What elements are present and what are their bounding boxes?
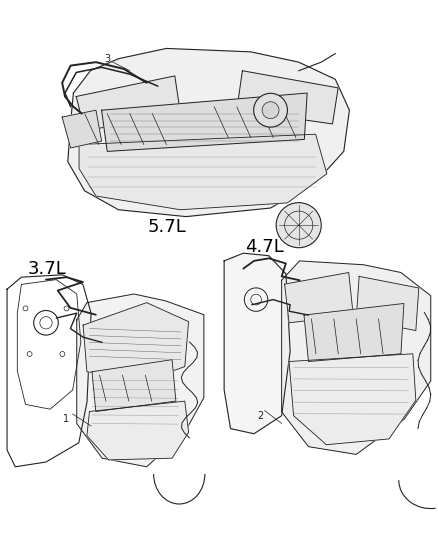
Text: 4.7L: 4.7L xyxy=(245,238,284,256)
Polygon shape xyxy=(68,49,350,216)
Polygon shape xyxy=(285,272,353,323)
Polygon shape xyxy=(76,76,180,131)
Text: 2: 2 xyxy=(257,411,264,421)
Polygon shape xyxy=(289,354,416,445)
Polygon shape xyxy=(83,303,189,381)
Polygon shape xyxy=(356,277,419,330)
Polygon shape xyxy=(87,401,189,460)
Polygon shape xyxy=(77,294,204,467)
Circle shape xyxy=(254,93,287,127)
Circle shape xyxy=(262,102,279,119)
Polygon shape xyxy=(224,253,290,434)
Polygon shape xyxy=(62,110,102,148)
Text: 5.7L: 5.7L xyxy=(148,218,187,236)
Polygon shape xyxy=(92,360,176,411)
Polygon shape xyxy=(102,93,307,151)
Text: 3.7L: 3.7L xyxy=(28,260,67,278)
Polygon shape xyxy=(237,71,338,124)
Polygon shape xyxy=(304,303,404,361)
Polygon shape xyxy=(79,134,327,210)
Polygon shape xyxy=(282,261,431,455)
Text: 3: 3 xyxy=(104,54,110,64)
Text: 1: 1 xyxy=(64,414,70,424)
Circle shape xyxy=(276,203,321,248)
